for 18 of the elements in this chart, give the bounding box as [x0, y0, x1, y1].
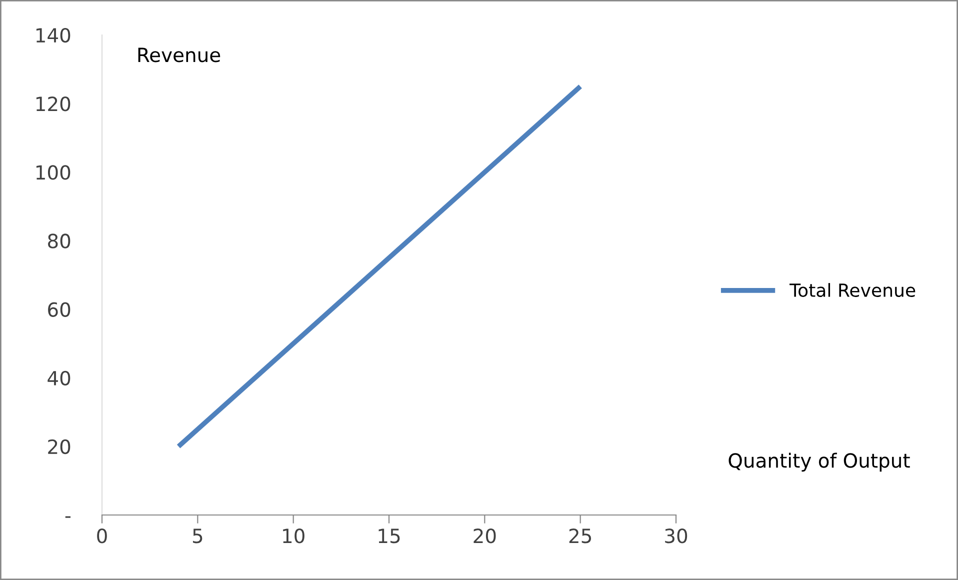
y-tick-label: 80 — [48, 234, 70, 248]
x-tick-label: 30 — [665, 528, 688, 544]
x-tick-label: 15 — [378, 528, 400, 544]
y-tick-label: 40 — [48, 370, 70, 386]
x-axis-title: Quantity of Output — [728, 452, 910, 472]
x-tick-label: 0 — [97, 528, 107, 544]
x-tick-label: 5 — [192, 528, 202, 544]
y-axis-title: Revenue — [138, 48, 220, 62]
legend-label: Total Revenue — [790, 283, 916, 298]
y-tick-label: - — [65, 516, 70, 518]
y-tick-label: 60 — [48, 302, 70, 317]
y-tick-label: 100 — [36, 165, 70, 180]
y-tick-label: 20 — [48, 439, 70, 454]
y-tick-label: 120 — [36, 96, 70, 112]
x-tick-label: 10 — [283, 528, 304, 544]
y-tick-label: 140 — [36, 28, 70, 43]
x-tick-label: 25 — [569, 528, 592, 544]
x-tick-label: 20 — [474, 528, 496, 544]
